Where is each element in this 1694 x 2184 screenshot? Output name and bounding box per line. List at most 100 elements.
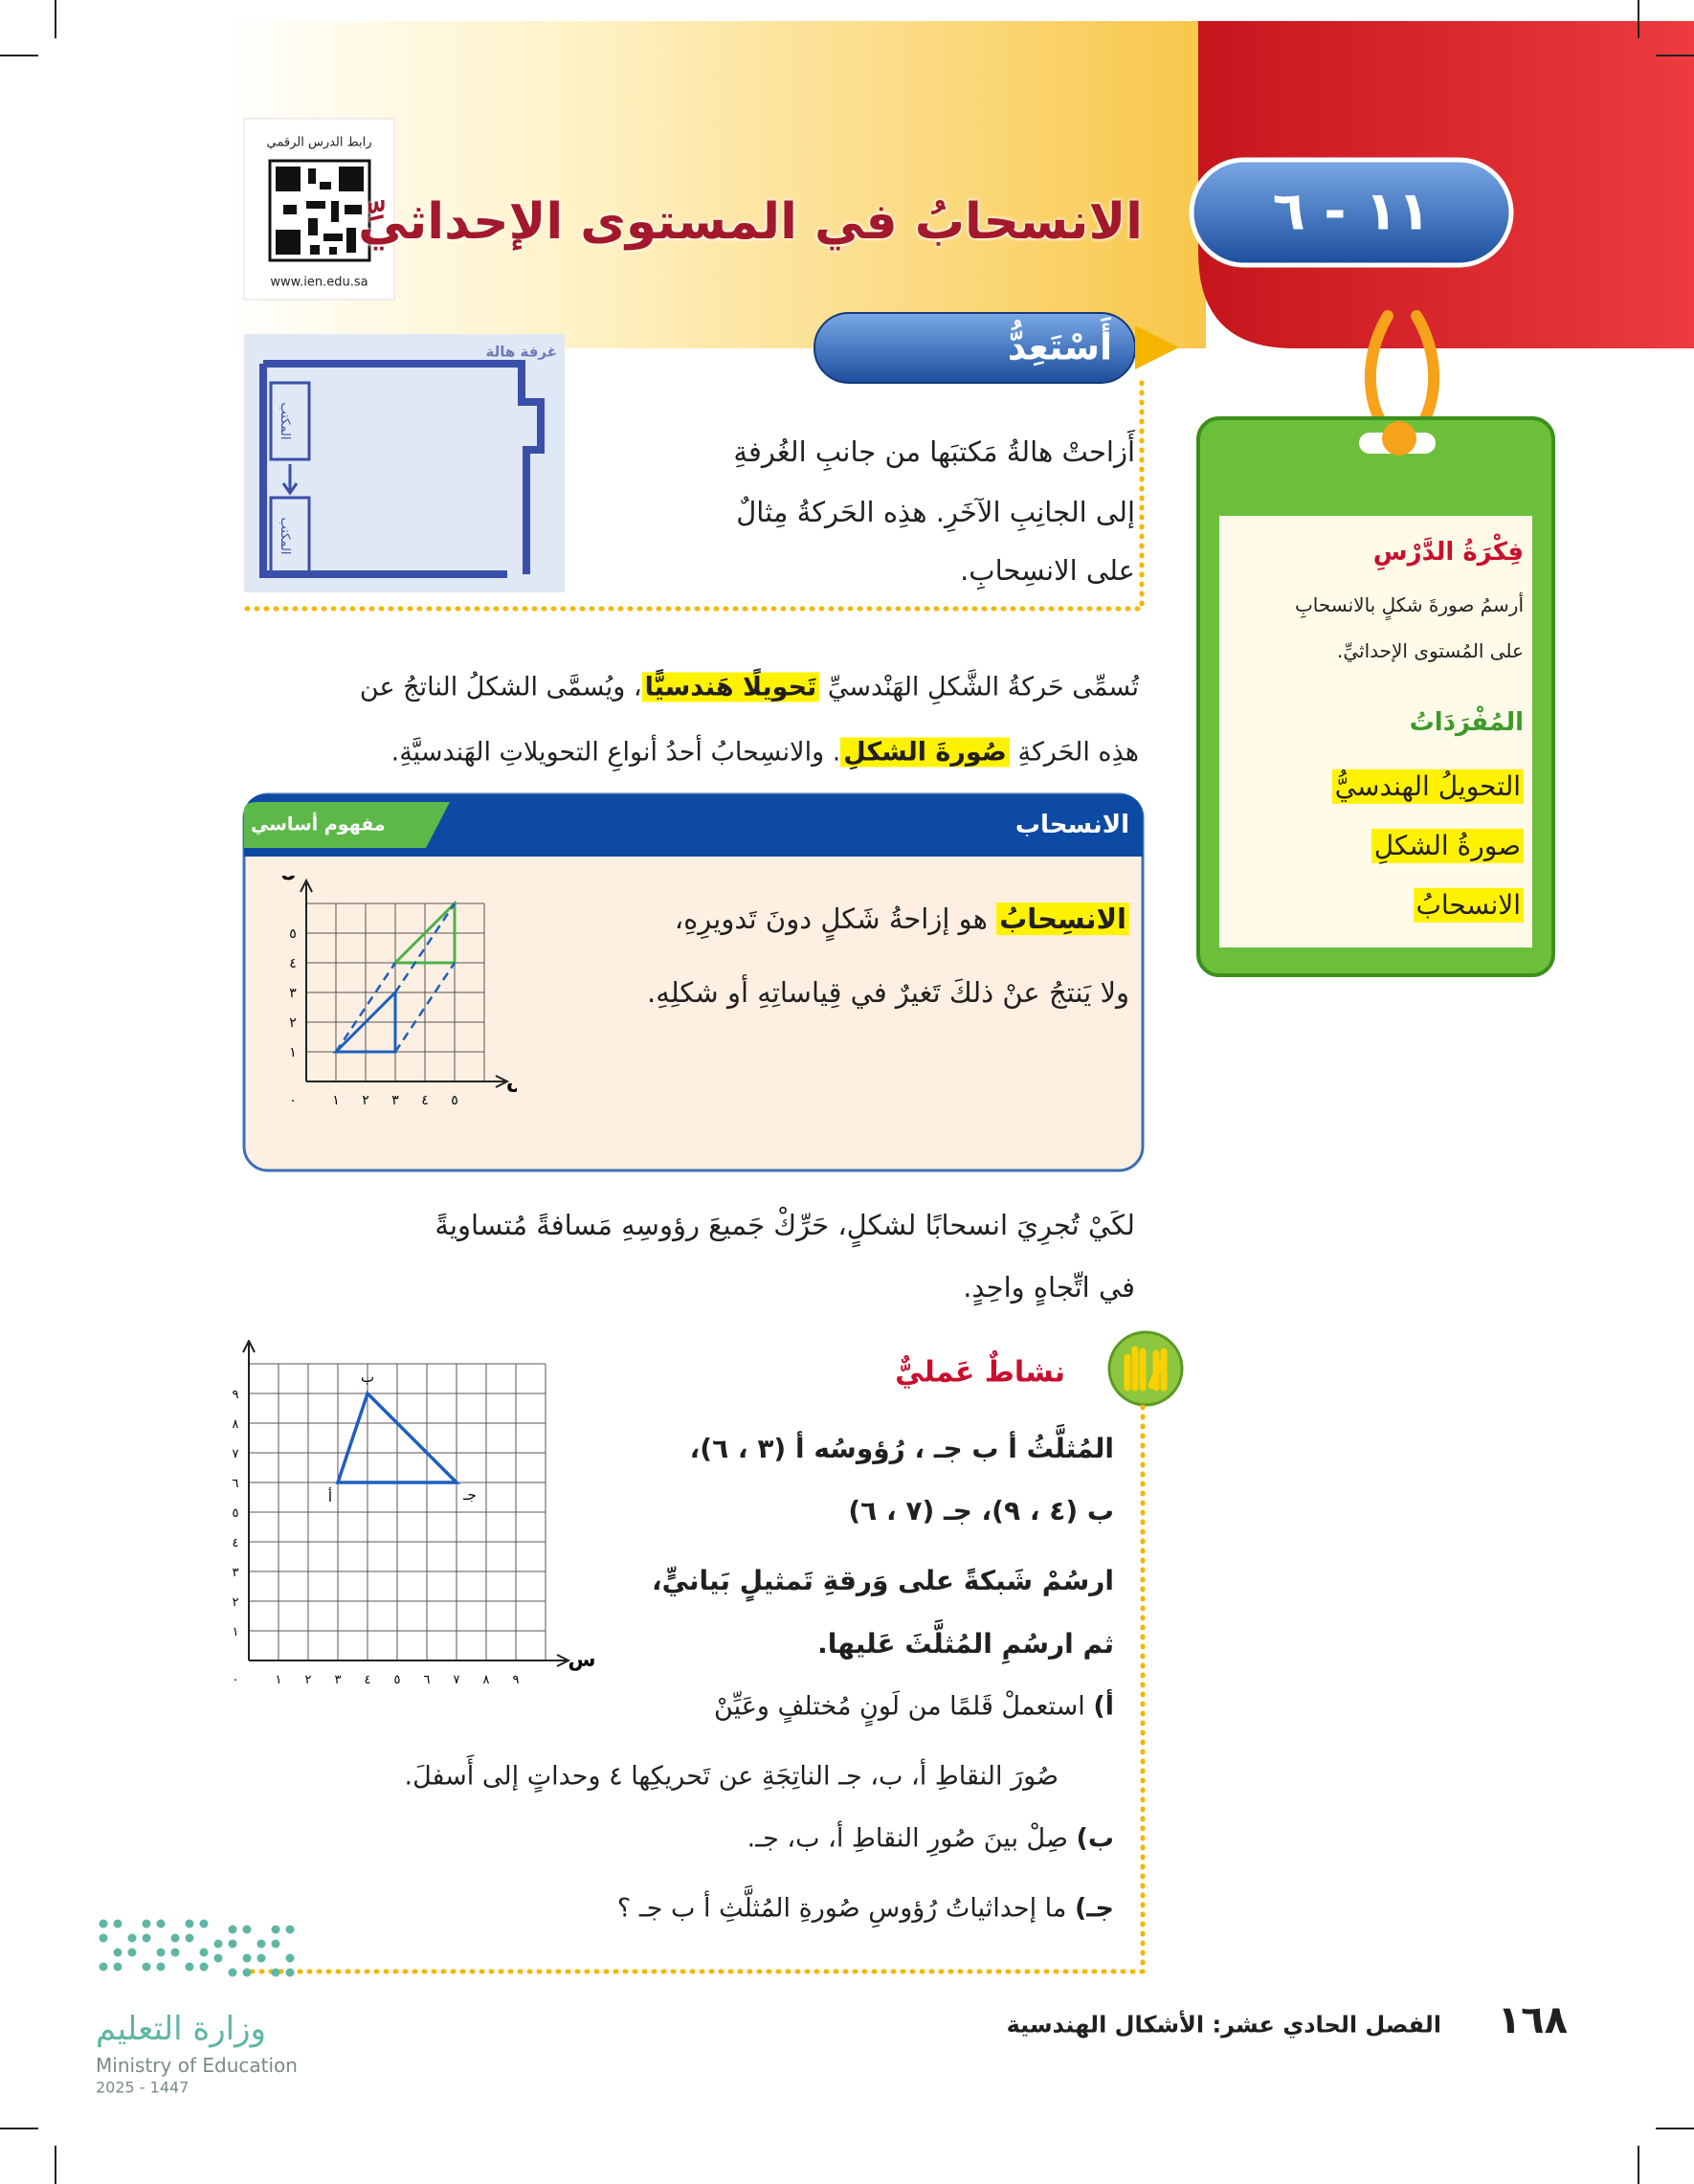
room-diagram [244, 334, 565, 592]
logo-dot [271, 1939, 280, 1949]
desk-after [269, 496, 311, 576]
logo-dot [285, 1953, 295, 1963]
concept-header [244, 794, 1143, 857]
warmup-arrow [1135, 325, 1179, 369]
y-tick-label: ٨ [233, 1417, 239, 1432]
y-tick-label: ٦ [233, 1477, 239, 1491]
concept-line: الانسِحابُ هو إزاحةُ شَكلٍ دونَ تَدويرِه… [675, 902, 1129, 938]
activity-graph: صس٠١٢٣٤٥٦٧٨٩١٢٣٤٥٦٧٨٩أبجـ [233, 1340, 595, 1687]
logo-dot [213, 1939, 223, 1949]
logo-dot [170, 1933, 180, 1943]
logo-dot [271, 1968, 280, 1977]
activity-part: ب) صِلْ بينَ صُورِ النقاطِ أ، ب، جـ. [747, 1821, 1114, 1855]
original-triangle [332, 989, 397, 1054]
intro-line: تُسمِّى حَركةُ الشَّكلِ الهَنْدسيِّ تَحو… [360, 670, 1139, 703]
x-tick-label: ٣ [391, 1093, 399, 1108]
x-tick-label: ٦ [424, 1673, 431, 1687]
logo-dot [271, 1925, 280, 1934]
y-tick-label: ١ [289, 1045, 297, 1060]
y-tick-label: ١ [233, 1625, 239, 1639]
logo-dot [99, 1933, 108, 1943]
term: تَحويلًا هَندسيًّا [641, 672, 820, 702]
activity-line: ارسُمْ شَبكةً على وَرقةِ تَمثيلٍ بَيانيٍ… [652, 1564, 1114, 1596]
activity-line: ب (٤ ، ٩)، جـ (٧ ، ٦) [848, 1494, 1114, 1527]
x-tick-label: ٧ [454, 1673, 460, 1687]
logo-dot [99, 1919, 108, 1928]
text: هذِه الحَركةِ [1017, 737, 1139, 768]
x-tick-label: ١ [276, 1673, 282, 1687]
logo-dot [256, 1939, 266, 1949]
text: تُسمِّى حَركةُ الشَّكلِ الهَنْدسيِّ [827, 672, 1139, 702]
idea-line: أرسمُ صورةَ شكلٍ بالانسحابِ [1294, 593, 1524, 616]
y-tick-label: ٢ [233, 1595, 239, 1610]
logo-dot [127, 1933, 137, 1943]
logo-dot [256, 1953, 266, 1963]
x-tick-label: ٢ [305, 1673, 312, 1687]
room-walls [259, 360, 545, 578]
origin-label: ٠ [289, 1093, 297, 1108]
logo-dot [228, 1939, 237, 1949]
warmup-line: إلى الجانِبِ الآخَرِ. هذِه الحَركةُ مِثا… [736, 496, 1135, 529]
warmup-border [241, 380, 1145, 612]
room-label: غرفة هالة [485, 343, 557, 361]
vocab-term: التحويلُ الهندسيُّ [1331, 769, 1524, 805]
lesson-title: الانسحابُ في المستوى الإحداثيِّ [358, 193, 1143, 252]
logo-dot [156, 1948, 166, 1957]
vocab-title: المُفْرَدَاتُ [1409, 708, 1524, 738]
x-tick-label: ٤ [421, 1093, 429, 1108]
text: . والانسِحابُ أحدُ أنواعِ التحويلاتِ اله… [390, 737, 841, 768]
logo-dot [185, 1962, 194, 1972]
logo-dot [228, 1925, 237, 1934]
rule-line: في اتِّجاهٍ واحِدٍ. [963, 1271, 1135, 1304]
activity-part: أ) استعملْ قَلمًا من لَونٍ مُختلفٍ وعَيِ… [714, 1689, 1114, 1723]
qr-code [268, 159, 371, 262]
activity-part: جـ) ما إحداثياتُ رُؤوسِ صُورةِ المُثلَّث… [617, 1891, 1114, 1925]
activity-line: ثم ارسُمِ المُثلَّثَ عَليها. [817, 1627, 1114, 1660]
text: ، ويُسمَّى الشكلُ الناتجُ عن [359, 672, 642, 702]
translation-guide [393, 903, 457, 993]
part-label: ب) [1076, 1823, 1114, 1854]
footer-chapter: الفصل الحادي عشر: الأشكال الهندسية [1007, 2010, 1441, 2039]
y-tick-label: ٧ [233, 1447, 239, 1461]
axes [300, 878, 510, 1088]
desk-label: المكتب [277, 402, 292, 440]
ministry-name-en: Ministry of Education [96, 2054, 298, 2077]
text: ما إحداثياتُ رُؤوسِ صُورةِ المُثلَّثِ أ … [616, 1893, 1067, 1924]
activity-line: المُثلَّثُ أ ب جـ ، رُؤوسُه أ (٣ ، ٦)، [689, 1432, 1114, 1464]
logo-dot [199, 1919, 209, 1928]
x-tick-label: ٤ [365, 1673, 371, 1687]
logo-dot [242, 1968, 252, 1977]
qr-url: www.ien.edu.sa [270, 275, 368, 290]
logo-dot [113, 1948, 123, 1957]
x-tick-label: ٥ [451, 1093, 458, 1108]
logo-dot [285, 1968, 295, 1977]
part-label: جـ) [1074, 1893, 1114, 1924]
logo-dot [213, 1953, 223, 1963]
part-label: أ) [1093, 1691, 1114, 1722]
triangle-abc [335, 1390, 461, 1484]
warmup-title: أَسْتَعِدُّ [1007, 325, 1112, 368]
desk-label: المكتب [277, 517, 292, 555]
vertex-label: أ [328, 1487, 332, 1505]
vertex-label: ب [361, 1369, 374, 1386]
logo-dot [185, 1919, 194, 1928]
idea-inner [1219, 516, 1532, 947]
text: هو إزاحةُ شَكلٍ دونَ تَدويرِهِ، [674, 903, 988, 936]
vocab-term: صورةُ الشكلِ [1371, 828, 1524, 864]
x-tick-label: ٨ [483, 1673, 490, 1687]
qr-label: رابط الدرس الرقمي [266, 135, 372, 150]
y-tick-label: ٤ [233, 1536, 239, 1550]
y-axis-label: ص [280, 876, 309, 880]
warmup-line: أَزاحتْ هالةُ مَكتبَها من جانبِ الغُرفةِ [733, 435, 1135, 469]
y-tick-label: ٤ [289, 956, 297, 971]
lesson-pill [1189, 157, 1514, 268]
move-arrow [281, 464, 299, 496]
y-tick-label: ٢ [289, 1015, 297, 1031]
axes [242, 1340, 571, 1667]
logo-dot [142, 1933, 151, 1943]
idea-line: على المُستوى الإحداثيِّ. [1337, 639, 1524, 662]
logo-dot [242, 1925, 252, 1934]
ministry-name-ar: وزارة التعليم [96, 2009, 266, 2048]
concept-graph: ص س ٠ ١ ٢ ٣ ٤ ٥ ١ ٢ ٣ ٤ ٥ [280, 876, 517, 1108]
